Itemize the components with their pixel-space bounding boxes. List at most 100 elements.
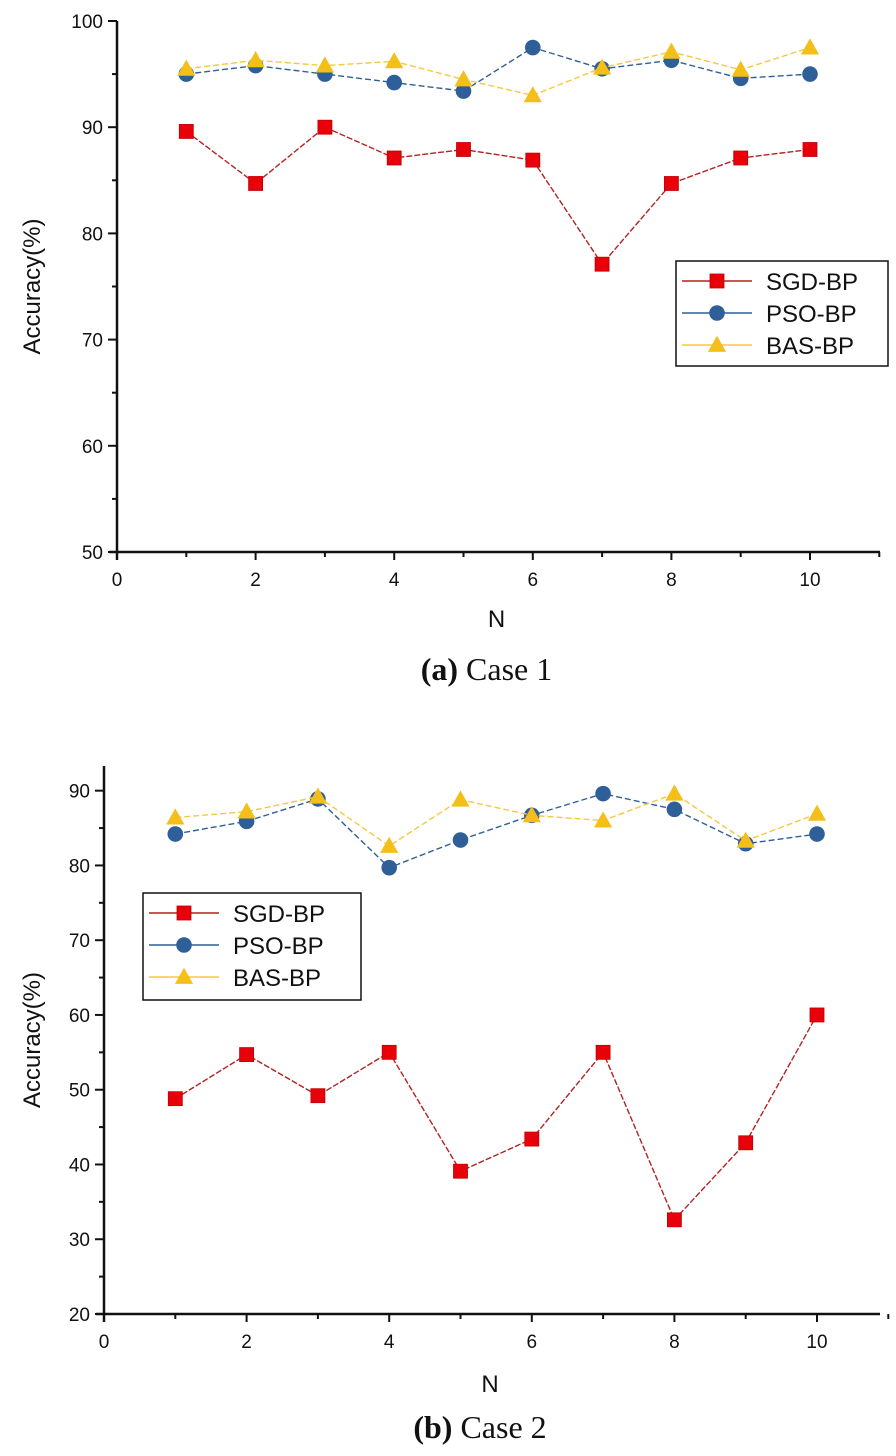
y-tick-label: 50 — [69, 1081, 90, 1102]
legend: SGD-BP PSO-BP BAS-BP — [142, 892, 362, 1001]
series-bas-bp — [166, 784, 827, 853]
data-point — [522, 806, 541, 823]
data-point — [166, 808, 185, 825]
data-point — [595, 785, 611, 802]
data-point — [237, 802, 256, 819]
series-line — [175, 792, 818, 847]
x-tick-label: 0 — [99, 1332, 110, 1353]
data-point — [315, 56, 334, 73]
y-tick-label: 20 — [69, 1305, 90, 1326]
figure-caption: (b) Case 2 — [413, 1409, 546, 1445]
caption-letter: (a) — [421, 651, 458, 687]
data-point — [246, 51, 265, 68]
data-point — [454, 70, 473, 87]
x-tick-label: 6 — [527, 1332, 538, 1353]
legend: SGD-BP PSO-BP BAS-BP — [675, 260, 889, 367]
data-point — [736, 831, 755, 848]
caption-letter: (b) — [413, 1409, 452, 1445]
data-point — [380, 836, 399, 853]
y-tick-label: 90 — [82, 118, 103, 139]
y-tick-label: 50 — [82, 543, 103, 564]
figure-caption: (a) Case 1 — [421, 651, 553, 687]
data-point — [455, 83, 472, 99]
data-point — [178, 124, 194, 139]
legend-marker-square — [176, 905, 192, 921]
legend-label: PSO-BP — [766, 301, 857, 328]
data-point — [167, 1091, 183, 1107]
legend-label: SGD-BP — [766, 269, 858, 296]
series-line — [186, 46, 811, 92]
data-point — [667, 1212, 682, 1228]
data-point — [802, 142, 818, 157]
x-axis-title: N — [488, 606, 505, 633]
data-point — [593, 58, 612, 75]
data-point — [381, 1044, 397, 1060]
y-tick-label: 60 — [82, 437, 103, 458]
y-tick-label: 30 — [69, 1230, 90, 1251]
x-tick-label: 2 — [250, 570, 261, 591]
x-axis-title: N — [481, 1371, 498, 1398]
x-tick-label: 2 — [241, 1332, 252, 1353]
data-point — [524, 1131, 540, 1147]
legend-label: BAS-BP — [766, 333, 854, 360]
y-tick-label: 80 — [69, 856, 90, 877]
legend-label: SGD-BP — [233, 901, 325, 928]
series-line — [186, 46, 811, 97]
y-tick-label: 100 — [71, 12, 103, 33]
x-tick-label: 10 — [799, 570, 820, 591]
x-tick-label: 6 — [528, 570, 539, 591]
data-point — [385, 52, 404, 69]
data-point — [308, 787, 327, 804]
data-point — [738, 1135, 754, 1151]
data-point — [525, 39, 541, 56]
data-point — [594, 256, 610, 272]
series-line — [174, 1014, 818, 1222]
series-pso-bp — [167, 785, 825, 876]
legend-marker-circle — [176, 937, 192, 953]
series-line — [185, 126, 811, 266]
data-point — [664, 176, 679, 191]
data-point — [386, 150, 402, 166]
y-tick-label: 60 — [69, 1006, 90, 1027]
y-tick-label: 40 — [69, 1155, 90, 1176]
data-point — [167, 826, 184, 842]
series-sgd-bp — [178, 119, 818, 272]
data-point — [177, 59, 196, 76]
legend-marker-triangle — [174, 967, 194, 984]
y-axis-title: Accuracy(%) — [19, 218, 46, 354]
data-point — [733, 150, 749, 166]
x-tick-label: 4 — [384, 1332, 395, 1353]
chart-case-1: 50 60 70 80 90 100 0 2 4 6 8 10 Accuracy(%) N SGD-BP PS… — [19, 12, 889, 687]
series-pso-bp — [178, 39, 818, 99]
caption-text: Case 1 — [458, 651, 552, 687]
data-point — [800, 38, 820, 55]
data-point — [802, 66, 818, 82]
legend-marker-circle — [709, 305, 725, 321]
data-point — [456, 142, 471, 157]
series-bas-bp — [177, 38, 820, 103]
data-point — [662, 42, 681, 59]
legend-marker-triangle — [707, 335, 727, 352]
caption-text: Case 2 — [452, 1409, 546, 1445]
x-tick-label: 10 — [806, 1332, 827, 1353]
data-point — [239, 1047, 255, 1062]
series-line — [175, 792, 818, 869]
data-point — [809, 826, 825, 842]
series-sgd-bp — [167, 1007, 825, 1228]
data-point — [665, 784, 684, 801]
data-point — [594, 811, 613, 828]
data-point — [248, 176, 264, 191]
data-point — [523, 86, 542, 103]
data-point — [451, 790, 470, 807]
data-point — [317, 119, 333, 135]
data-point — [595, 1044, 611, 1060]
x-tick-label: 8 — [666, 570, 677, 591]
x-tick-label: 4 — [389, 570, 400, 591]
data-point — [381, 859, 398, 876]
data-point — [666, 801, 683, 818]
legend-label: PSO-BP — [233, 933, 324, 960]
data-point — [809, 1007, 825, 1023]
legend-marker-square — [709, 273, 725, 289]
data-point — [310, 1088, 326, 1104]
